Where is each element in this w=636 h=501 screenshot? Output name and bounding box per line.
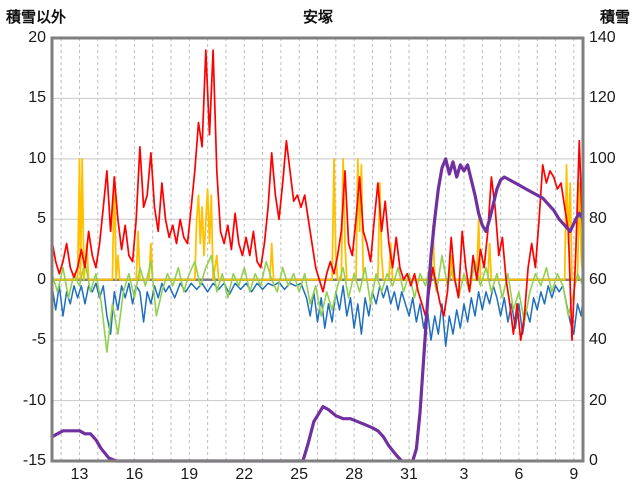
left-axis-tick: -10 <box>22 391 46 409</box>
right-axis-tick: 120 <box>589 89 616 107</box>
left-axis-tick: 10 <box>28 149 46 167</box>
left-axis-tick: 5 <box>37 210 46 228</box>
right-axis-tick: 20 <box>589 391 607 409</box>
left-axis-tick: 15 <box>28 89 46 107</box>
right-axis-tick: 80 <box>589 210 607 228</box>
right-axis-tick: 40 <box>589 331 607 349</box>
series-purple-line <box>50 157 585 463</box>
x-axis-tick: 22 <box>235 466 254 483</box>
right-axis-tick: 60 <box>589 270 607 288</box>
x-axis-tick: 13 <box>70 466 89 483</box>
x-axis-tick: 16 <box>125 466 144 483</box>
x-axis-tick: 25 <box>290 466 309 483</box>
x-axis-tick: 9 <box>569 466 579 483</box>
series-blue-line <box>51 281 584 347</box>
x-axis-tick: 3 <box>459 466 469 483</box>
x-axis-tick: 6 <box>514 466 524 483</box>
plot-frame <box>50 36 585 463</box>
right-axis-tick: 100 <box>589 149 616 167</box>
x-axis-tick: 28 <box>345 466 363 483</box>
left-axis-tick: -15 <box>22 452 46 469</box>
left-axis-tick: 20 <box>28 29 46 46</box>
left-axis-tick: 0 <box>37 270 46 288</box>
x-axis-tick: 19 <box>180 466 199 483</box>
right-axis-tick: 140 <box>589 29 616 46</box>
right-axis-title: 積雪 <box>599 9 630 26</box>
x-axis-tick: 31 <box>400 466 418 483</box>
left-axis-tick: -5 <box>31 331 46 349</box>
series-green-line <box>51 254 584 354</box>
right-axis-tick: 0 <box>589 452 598 469</box>
chart-title: 安塚 <box>302 9 333 26</box>
left-axis-title: 積雪以外 <box>6 9 67 26</box>
